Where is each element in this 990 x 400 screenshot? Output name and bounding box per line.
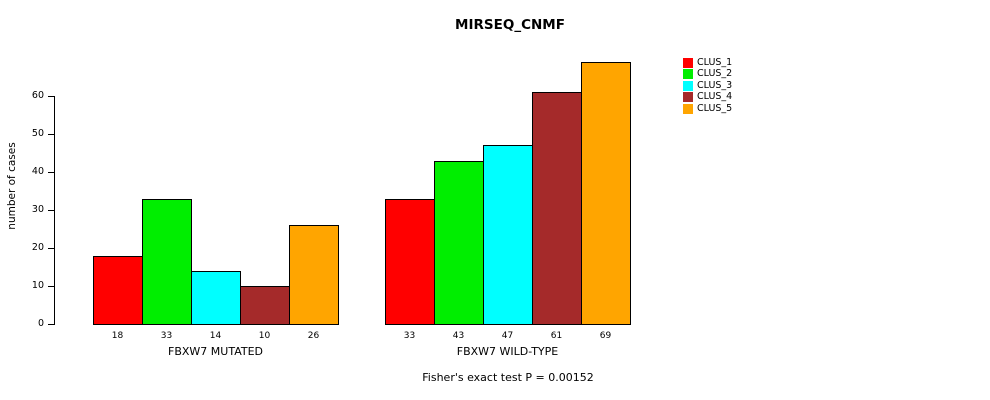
bar — [240, 286, 290, 325]
legend-item: CLUS_3 — [683, 80, 732, 92]
group-label: FBXW7 MUTATED — [168, 345, 263, 358]
legend-item: CLUS_1 — [683, 57, 732, 69]
bar-value-label: 18 — [111, 331, 124, 341]
legend-label: CLUS_4 — [697, 91, 733, 103]
y-tick-label: 0 — [37, 318, 44, 329]
group-label: FBXW7 WILD-TYPE — [456, 345, 559, 358]
y-tick — [48, 210, 54, 211]
legend: CLUS_1 CLUS_2 CLUS_3 CLUS_4 CLUS_5 — [683, 57, 732, 115]
legend-swatch — [683, 92, 693, 103]
bar — [483, 145, 533, 325]
legend-swatch — [683, 57, 693, 68]
bar — [385, 199, 435, 325]
bar — [581, 62, 631, 325]
y-tick-label: 20 — [31, 242, 44, 253]
y-tick — [48, 248, 54, 249]
y-tick-label: 30 — [31, 204, 44, 215]
y-tick-label: 10 — [31, 280, 44, 291]
legend-item: CLUS_5 — [683, 103, 732, 115]
legend-label: CLUS_5 — [697, 102, 733, 114]
footnote: Fisher's exact test P = 0.00152 — [422, 371, 594, 384]
bar-value-label: 33 — [160, 331, 173, 341]
bar-value-label: 10 — [258, 331, 271, 341]
legend-label: CLUS_3 — [697, 79, 733, 91]
legend-item: CLUS_4 — [683, 92, 732, 104]
y-tick — [48, 286, 54, 287]
bar-value-label: 14 — [209, 331, 222, 341]
bar-value-label: 61 — [550, 331, 563, 341]
y-tick — [48, 134, 54, 135]
bar-value-label: 69 — [599, 331, 612, 341]
bar-value-label: 26 — [307, 331, 320, 341]
y-tick — [48, 324, 54, 325]
y-tick — [48, 172, 54, 173]
legend-label: CLUS_1 — [697, 56, 733, 68]
legend-swatch — [683, 80, 693, 91]
bar-value-label: 33 — [403, 331, 416, 341]
bar — [93, 256, 143, 325]
legend-swatch — [683, 103, 693, 114]
legend-item: CLUS_2 — [683, 69, 732, 81]
y-tick-label: 40 — [31, 166, 44, 177]
legend-label: CLUS_2 — [697, 68, 733, 80]
bar — [191, 271, 241, 325]
legend-swatch — [683, 69, 693, 80]
bar — [289, 225, 339, 325]
bar — [532, 92, 582, 325]
bar-value-label: 43 — [452, 331, 465, 341]
bar-value-label: 47 — [501, 331, 514, 341]
y-tick-label: 50 — [31, 128, 44, 139]
y-tick-label: 60 — [31, 90, 44, 101]
y-tick — [48, 96, 54, 97]
bar — [434, 161, 484, 325]
bar — [142, 199, 192, 325]
chart-title: MIRSEQ_CNMF — [455, 17, 565, 33]
y-axis-line — [54, 96, 55, 325]
